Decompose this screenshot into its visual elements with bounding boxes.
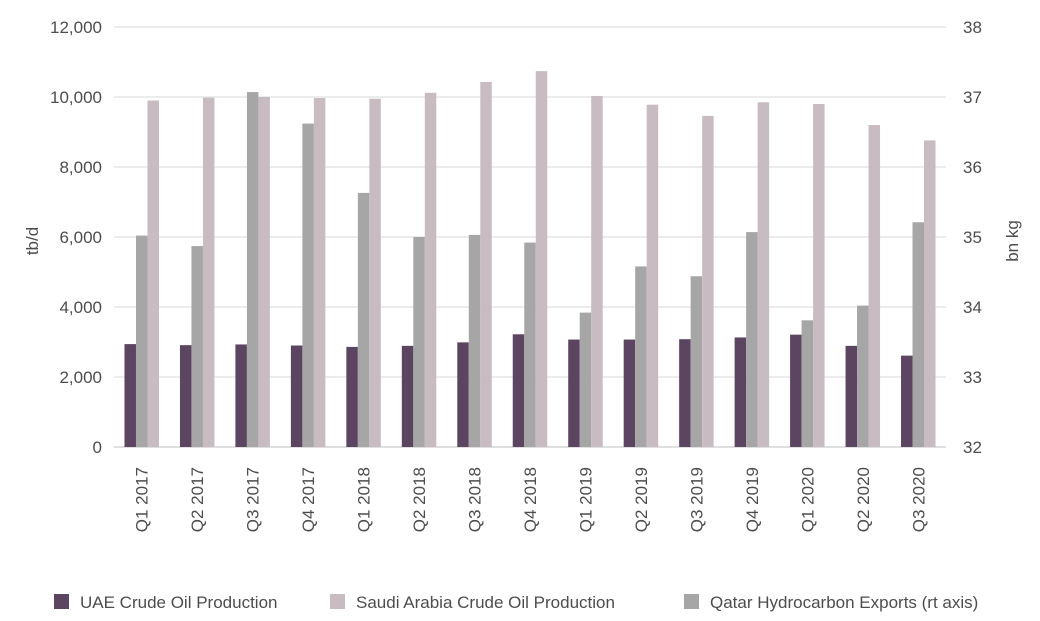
legend-label: Saudi Arabia Crude Oil Production (356, 593, 615, 612)
legend-swatch (330, 594, 345, 609)
bar-saudi-arabia-crude-oil-production (702, 115, 714, 448)
x-tick-label: Q1 2019 (576, 467, 595, 532)
x-tick-label: Q2 2018 (410, 467, 429, 532)
bar-saudi-arabia-crude-oil-production (924, 140, 936, 447)
bar-saudi-arabia-crude-oil-production (147, 100, 159, 447)
bar-saudi-arabia-crude-oil-production (369, 98, 381, 447)
bar-uae-crude-oil-production (401, 345, 414, 447)
bar-saudi-arabia-crude-oil-production (813, 104, 825, 447)
y-axis-title-left: tb/d (23, 227, 42, 255)
bar-qatar-hydrocarbon-exports-rt-axis (413, 237, 425, 447)
legend-swatch (54, 594, 69, 609)
bar-uae-crude-oil-production (623, 339, 636, 447)
x-tick-label: Q3 2018 (466, 467, 485, 532)
x-tick-label: Q2 2019 (632, 467, 651, 532)
legend-swatch (684, 594, 699, 609)
y-tick-label-right: 38 (963, 18, 982, 37)
bar-qatar-hydrocarbon-exports-rt-axis (191, 246, 203, 447)
bar-saudi-arabia-crude-oil-production (535, 71, 548, 447)
bar-qatar-hydrocarbon-exports-rt-axis (635, 266, 647, 447)
bar-uae-crude-oil-production (679, 339, 691, 447)
bar-saudi-arabia-crude-oil-production (258, 97, 270, 447)
bar-uae-crude-oil-production (346, 346, 358, 447)
bar-saudi-arabia-crude-oil-production (646, 104, 659, 447)
x-tick-label: Q3 2019 (687, 467, 706, 532)
x-tick-label: Q1 2017 (133, 467, 152, 532)
bar-saudi-arabia-crude-oil-production (868, 125, 881, 447)
y-tick-label-right: 35 (963, 228, 982, 247)
x-tick-label: Q3 2020 (909, 467, 928, 532)
y-tick-label-left: 4,000 (59, 298, 102, 317)
legend-item: Saudi Arabia Crude Oil Production (330, 593, 615, 612)
bar-qatar-hydrocarbon-exports-rt-axis (746, 232, 758, 447)
bar-qatar-hydrocarbon-exports-rt-axis (357, 192, 370, 447)
bar-qatar-hydrocarbon-exports-rt-axis (524, 242, 536, 447)
x-tick-label: Q4 2019 (743, 467, 762, 532)
bar-uae-crude-oil-production (790, 334, 802, 447)
y-tick-label-right: 32 (963, 438, 982, 457)
bar-uae-crude-oil-production (512, 334, 525, 447)
bar-group (124, 71, 936, 448)
bar-qatar-hydrocarbon-exports-rt-axis (801, 320, 814, 447)
y-tick-label-left: 6,000 (59, 228, 102, 247)
bar-qatar-hydrocarbon-exports-rt-axis (302, 123, 314, 447)
x-tick-label: Q4 2018 (521, 467, 540, 532)
bar-saudi-arabia-crude-oil-production (202, 97, 215, 447)
y-tick-label-left: 8,000 (59, 158, 102, 177)
bar-uae-crude-oil-production (568, 339, 580, 447)
bar-uae-crude-oil-production (457, 342, 469, 447)
x-tick-label: Q2 2017 (188, 467, 207, 532)
bar-qatar-hydrocarbon-exports-rt-axis (857, 305, 869, 447)
x-tick-label: Q4 2017 (299, 467, 318, 532)
bar-uae-crude-oil-production (901, 355, 913, 447)
bar-qatar-hydrocarbon-exports-rt-axis (579, 312, 592, 447)
legend-item: Qatar Hydrocarbon Exports (rt axis) (684, 593, 978, 612)
bar-uae-crude-oil-production (235, 344, 247, 447)
x-tick-label: Q1 2020 (798, 467, 817, 532)
bar-qatar-hydrocarbon-exports-rt-axis (135, 235, 148, 447)
legend: UAE Crude Oil Production Saudi Arabia Cru… (54, 593, 978, 612)
legend-label: UAE Crude Oil Production (80, 593, 277, 612)
y-tick-label-left: 12,000 (50, 18, 102, 37)
axes: 0 2,000 4,000 6,000 8,000 10,000 12,000 32 33 34 3… (50, 18, 982, 532)
x-tick-label: Q1 2018 (355, 467, 374, 532)
bar-saudi-arabia-crude-oil-production (424, 92, 437, 448)
y-tick-label-left: 0 (93, 438, 102, 457)
y-tick-label-left: 2,000 (59, 368, 102, 387)
bar-saudi-arabia-crude-oil-production (480, 81, 492, 447)
bar-qatar-hydrocarbon-exports-rt-axis (246, 92, 259, 447)
y-tick-label-right: 34 (963, 298, 982, 317)
y-tick-label-right: 36 (963, 158, 982, 177)
bar-qatar-hydrocarbon-exports-rt-axis (912, 222, 925, 447)
bar-qatar-hydrocarbon-exports-rt-axis (690, 276, 703, 447)
bar-uae-crude-oil-production (290, 345, 303, 447)
x-tick-label: Q3 2017 (244, 467, 263, 532)
legend-item: UAE Crude Oil Production (54, 593, 277, 612)
bar-saudi-arabia-crude-oil-production (313, 98, 326, 448)
y-tick-label-right: 37 (963, 88, 982, 107)
legend-label: Qatar Hydrocarbon Exports (rt axis) (710, 593, 978, 612)
y-tick-label-right: 33 (963, 368, 982, 387)
y-axis-title-right: bn kg (1003, 220, 1022, 262)
bar-saudi-arabia-crude-oil-production (591, 95, 603, 447)
x-tick-label: Q2 2020 (854, 467, 873, 532)
bar-saudi-arabia-crude-oil-production (757, 102, 770, 447)
bar-uae-crude-oil-production (179, 345, 192, 447)
bar-qatar-hydrocarbon-exports-rt-axis (468, 234, 481, 447)
bar-uae-crude-oil-production (734, 337, 747, 447)
bar-uae-crude-oil-production (124, 344, 136, 447)
bar-uae-crude-oil-production (845, 345, 858, 447)
y-tick-label-left: 10,000 (50, 88, 102, 107)
